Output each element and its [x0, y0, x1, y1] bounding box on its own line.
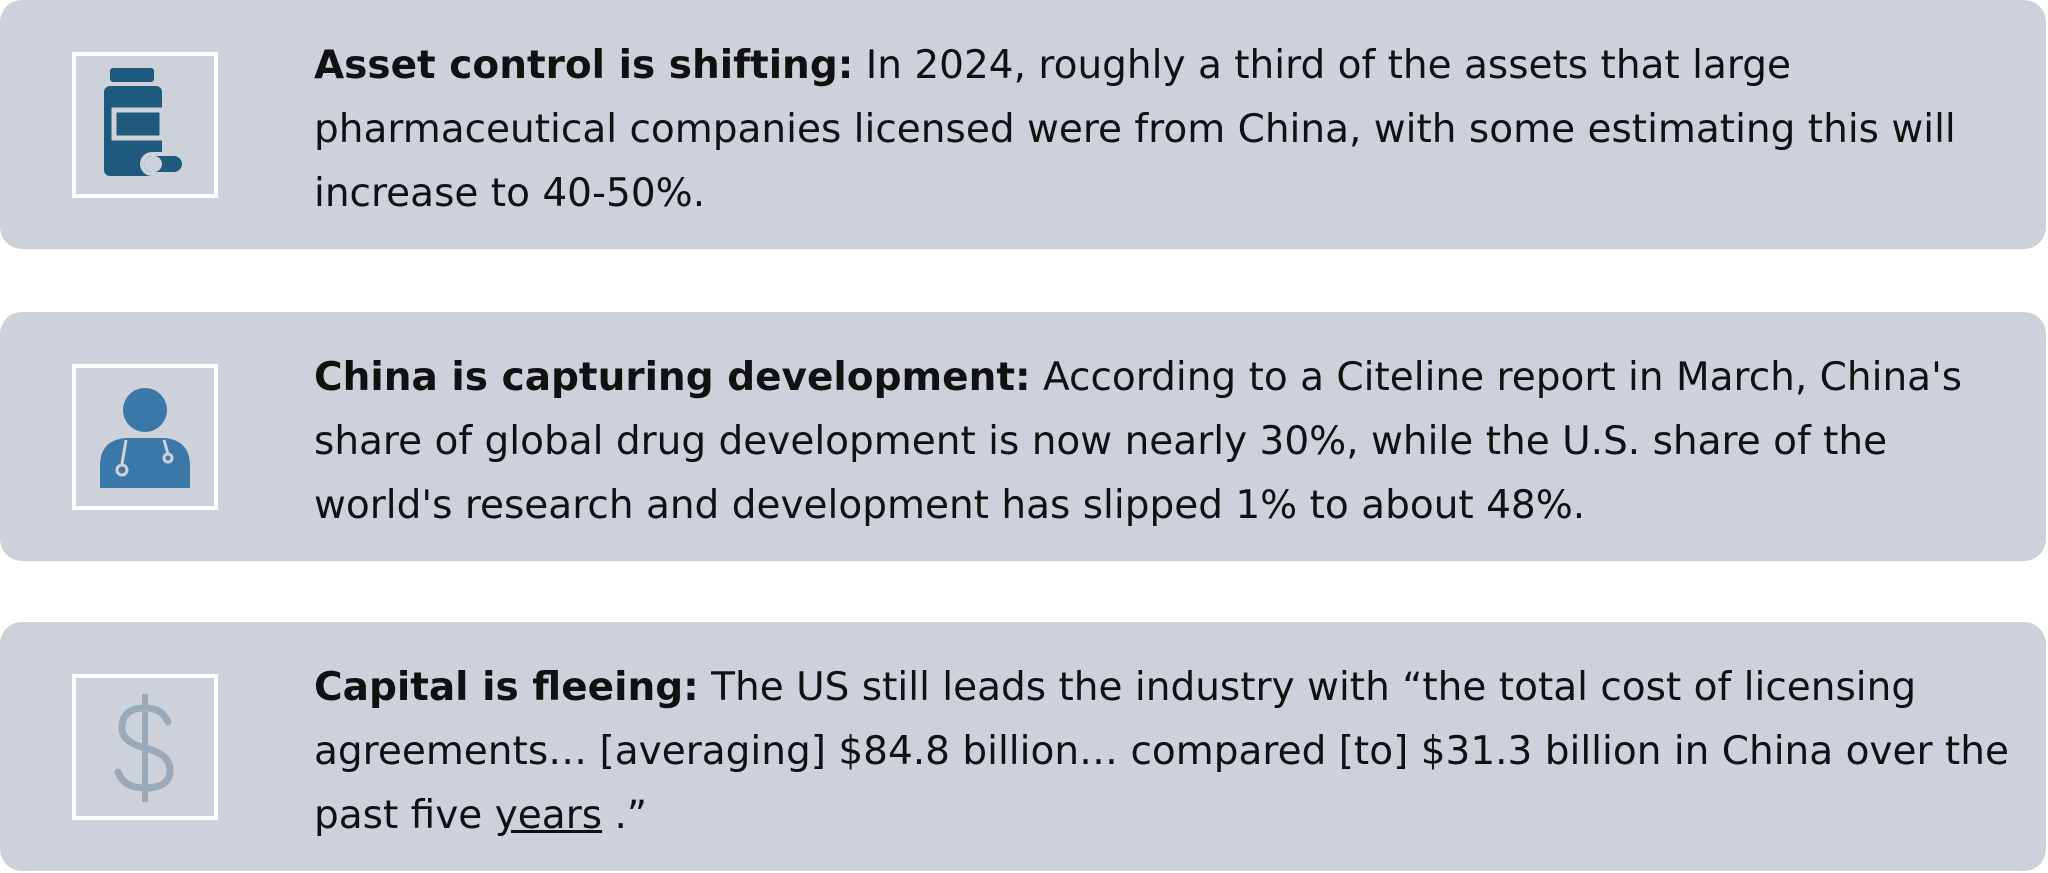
- card-lead: Capital is fleeing:: [314, 665, 699, 710]
- card-lead: Asset control is shifting:: [314, 43, 854, 88]
- card-text: Asset control is shifting: In 2024, roug…: [314, 34, 2034, 226]
- icon-graphic: [100, 388, 190, 488]
- insight-card: China is capturing development: Accordin…: [0, 312, 2046, 561]
- card-body-end: .”: [614, 793, 648, 838]
- card-text: Capital is fleeing: The US still leads t…: [314, 656, 2034, 848]
- icon-graphic: [114, 694, 174, 802]
- dollar-icon: [72, 674, 218, 820]
- source-link[interactable]: years: [494, 793, 603, 838]
- card-body: According to a Citeline report in March,…: [314, 355, 1963, 528]
- insight-card: Asset control is shifting: In 2024, roug…: [0, 0, 2046, 249]
- card-text: China is capturing development: Accordin…: [314, 346, 2034, 538]
- card-body: The US still leads the industry with “th…: [314, 665, 2009, 838]
- icon-graphic: [104, 68, 186, 176]
- pill-bottle-icon: [72, 52, 218, 198]
- card-body: In 2024, roughly a third of the assets t…: [314, 43, 1956, 216]
- card-lead: China is capturing development:: [314, 355, 1031, 400]
- doctor-icon: [72, 364, 218, 510]
- insight-card: Capital is fleeing: The US still leads t…: [0, 622, 2046, 871]
